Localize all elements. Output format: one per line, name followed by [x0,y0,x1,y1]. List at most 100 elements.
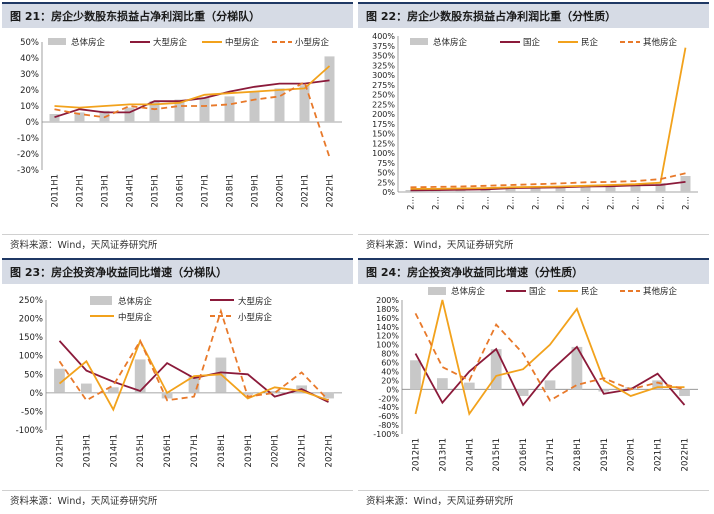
x-tick-label: 2022H1 [681,438,691,471]
x-tick-label: 2020H1 [627,438,637,471]
source-note: 资料来源：Wind，天风证券研究所 [366,496,514,507]
y-tick-label: 60% [381,359,399,368]
bar-2011H1 [405,190,416,192]
y-tick-label: 100% [376,341,399,350]
y-tick-label: 10% [20,102,39,112]
legend-label: 大型房企 [153,37,188,48]
x-tick-label: 2… [582,196,592,210]
chart-title: 图 21：房企少数股东损益占净利润比重（分梯队） [10,10,261,23]
bar-2013H1 [436,378,448,390]
source-note: 资料来源：Wind，天风证券研究所 [366,240,514,251]
y-tick-label: 275% [372,81,395,90]
legend-label: 民企 [581,37,599,48]
divider [358,234,709,235]
x-tick-label: 2017H1 [201,174,211,207]
x-tick-label: 2… [432,196,442,210]
y-tick-label: 125% [372,139,395,148]
y-tick-label: 0% [386,385,399,394]
chart-22-svg: 0%25%50%75%100%125%150%175%200%225%250%2… [372,32,698,210]
x-tick-label: 2022H1 [326,174,336,207]
y-tick-label: 20% [20,86,39,96]
x-tick-label: 2021H1 [654,438,664,471]
chart-title: 图 22：房企少数股东损益占净利润比重（分性质） [366,10,617,23]
x-tick-label: 2017H1 [546,438,556,471]
chart-title-bar: 图 22：房企少数股东损益占净利润比重（分性质） [358,2,709,28]
x-tick-label: 2019H1 [244,434,254,467]
legend-swatch [428,287,446,295]
bar-2019H1 [598,389,610,392]
y-tick-label: 40% [20,54,39,64]
chart-title-bar: 图 23：房企投资净收益同比增速（分梯队） [2,258,353,284]
x-tick-label: 2015H1 [492,438,502,471]
x-tick-label: 2018H1 [226,174,236,207]
bar-2016H1 [530,186,541,192]
y-tick-label: 50% [20,38,39,48]
bar-2012H1 [410,360,421,390]
x-tick-label: 2021H1 [298,434,308,467]
y-tick-label: -30% [17,166,39,176]
y-tick-label: -20% [17,150,39,160]
bar-2020H1 [625,387,637,390]
divider [358,490,709,491]
bar-2020H1 [269,391,281,393]
chart-panel-24: 图 24：房企投资净收益同比增速（分性质） -100% -80% -60% -40% -… [358,258,709,511]
bar-2013H1 [455,189,466,192]
y-tick-label: 20% [381,376,399,385]
x-tick-label: 2014H1 [109,434,119,467]
x-tick-label: 2013H1 [82,434,92,467]
y-tick-label: 25% [377,178,395,187]
x-tick-label: 2… [632,196,642,210]
x-tick-label: 2015H1 [151,174,161,207]
legend-label: 其他房企 [643,37,678,48]
x-tick-label: 2014H1 [126,174,136,207]
bar-2017H1 [199,98,210,122]
bar-2015H1 [505,186,516,192]
chart-title: 图 23：房企投资净收益同比增速（分梯队） [10,266,228,279]
bar-2015H1 [490,349,502,390]
bar-2021H1 [299,85,310,122]
y-tick-label: 200% [372,110,395,119]
legend-label: 中型房企 [118,312,153,323]
bar-2018H1 [571,346,583,390]
series-line-中型房企 [58,338,329,412]
bar-2012H1 [54,368,65,393]
chart-title-bar: 图 24：房企投资净收益同比增速（分性质） [358,258,709,284]
legend-label: 国企 [529,286,547,297]
x-tick-label: 2021H1 [301,174,311,207]
x-tick-label: 2… [607,196,617,210]
bar-2021H1 [655,183,666,192]
y-tick-label: 120% [376,332,399,341]
legend-label: 小型房企 [238,312,273,323]
chart-23-svg: -100% -50% 0% 50% 100% 150% 200% 250% 2012H1 2013… [16,296,342,467]
y-tick-label: -10% [17,134,39,144]
series-line-民企 [410,47,687,190]
bar-2016H1 [174,99,185,122]
bar-2015H1 [149,101,160,122]
legend-label: 总体房企 [118,296,153,307]
x-tick-label: 2016H1 [519,438,529,471]
y-tick-label: -20% [378,394,399,403]
x-tick-label: 2020H1 [271,434,281,467]
x-tick-label: 2020H1 [276,174,286,207]
x-tick-label: 2… [657,196,667,210]
bar-2018H1 [580,185,591,192]
y-tick-label: 0% [26,118,40,128]
y-tick-label: 400% [372,32,395,41]
y-tick-label: 250% [372,91,395,100]
bar-2014H1 [463,382,475,390]
bar-2022H1 [324,56,335,122]
bar-2014H1 [124,107,135,122]
bar-2014H1 [480,188,491,192]
y-tick-label: 200% [19,315,43,325]
bar-2017H1 [544,380,556,390]
series-line-小型房企 [58,308,330,402]
x-tick-label: 2… [407,196,417,210]
y-tick-label: -100% [16,426,43,436]
y-tick-label: 200% [376,296,399,305]
legend-swatch [90,296,112,305]
bar-2022H1 [323,392,334,399]
y-tick-label: 50% [24,370,43,380]
bar-2017H1 [555,186,566,192]
y-tick-label: 150% [372,130,395,139]
divider [2,234,353,235]
